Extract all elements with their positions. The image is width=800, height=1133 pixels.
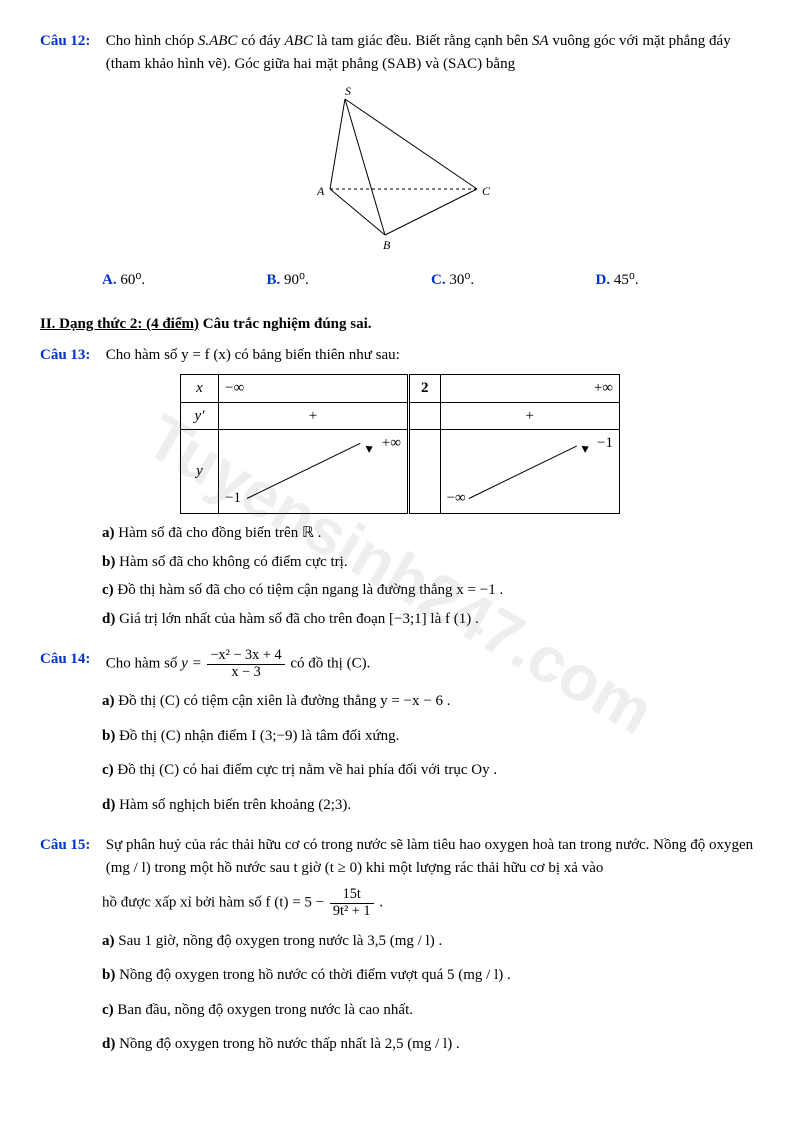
q15-text1: Sự phân huỷ của rác thải hữu cơ có trong… xyxy=(106,834,756,879)
q12-option-a: A. 60⁰. xyxy=(102,269,267,292)
q15-c: c) Ban đầu, nồng độ oxygen trong nước là… xyxy=(102,999,760,1022)
q14-a: a) Đồ thị (C) có tiệm cận xiên là đường … xyxy=(102,690,760,713)
q12-figure: S A B C xyxy=(40,83,760,261)
q14-c: c) Đồ thị (C) có hai điểm cực trị nằm về… xyxy=(102,759,760,782)
q13-d: d) Giá trị lớn nhất của hàm số đã cho tr… xyxy=(102,608,760,631)
q15-b: b) Nồng độ oxygen trong hồ nước có thời … xyxy=(102,964,760,987)
q13-text: Cho hàm số y = f (x) có bảng biến thiên … xyxy=(106,344,756,367)
q13-a: a) Hàm số đã cho đồng biến trên ℝ . xyxy=(102,522,760,545)
q12-option-d: D. 45⁰. xyxy=(596,269,761,292)
q14-fraction: −x² − 3x + 4 x − 3 xyxy=(207,648,284,680)
q12-options: A. 60⁰. B. 90⁰. C. 30⁰. D. 45⁰. xyxy=(102,269,760,292)
q14-d: d) Hàm số nghịch biến trên khoảng (2;3). xyxy=(102,794,760,817)
q12-option-c: C. 30⁰. xyxy=(431,269,596,292)
q12-option-b: B. 90⁰. xyxy=(267,269,432,292)
q14-text: Cho hàm số y = −x² − 3x + 4 x − 3 có đồ … xyxy=(106,648,756,680)
q15-d: d) Nồng độ oxygen trong hồ nước thấp nhấ… xyxy=(102,1033,760,1056)
q13-variation-table: x −∞ 2 +∞ y′ + + y −1 +∞ xyxy=(40,374,760,514)
q15-a: a) Sau 1 giờ, nồng độ oxygen trong nước … xyxy=(102,930,760,953)
question-12: Câu 12: Cho hình chóp S.ABC có đáy ABC l… xyxy=(40,30,760,291)
q15-label: Câu 15: xyxy=(40,834,102,857)
question-13: Câu 13: Cho hàm số y = f (x) có bảng biế… xyxy=(40,344,760,631)
q13-c: c) Đồ thị hàm số đã cho có tiệm cận ngan… xyxy=(102,579,760,602)
question-15: Câu 15: Sự phân huỷ của rác thải hữu cơ … xyxy=(40,834,760,1055)
q15-fraction: 15t 9t² + 1 xyxy=(330,887,374,919)
q12-label: Câu 12: xyxy=(40,30,102,53)
svg-text:C: C xyxy=(482,184,491,198)
q12-body: Cho hình chóp S.ABC có đáy ABC là tam gi… xyxy=(106,30,756,75)
q15-text2: hồ được xấp xỉ bởi hàm số f (t) = 5 − 15… xyxy=(102,887,760,919)
q13-b: b) Hàm số đã cho không có điểm cực trị. xyxy=(102,551,760,574)
q14-label: Câu 14: xyxy=(40,648,102,671)
question-14: Câu 14: Cho hàm số y = −x² − 3x + 4 x − … xyxy=(40,648,760,816)
svg-text:A: A xyxy=(316,184,325,198)
pyramid-diagram-icon: S A B C xyxy=(285,83,515,253)
q13-label: Câu 13: xyxy=(40,344,102,367)
svg-text:B: B xyxy=(383,238,391,252)
section-2-header: II. Dạng thức 2: (4 điểm) Câu trắc nghiệ… xyxy=(40,313,760,336)
q14-b: b) Đồ thị (C) nhận điểm I (3;−9) là tâm … xyxy=(102,725,760,748)
svg-text:S: S xyxy=(345,84,351,98)
